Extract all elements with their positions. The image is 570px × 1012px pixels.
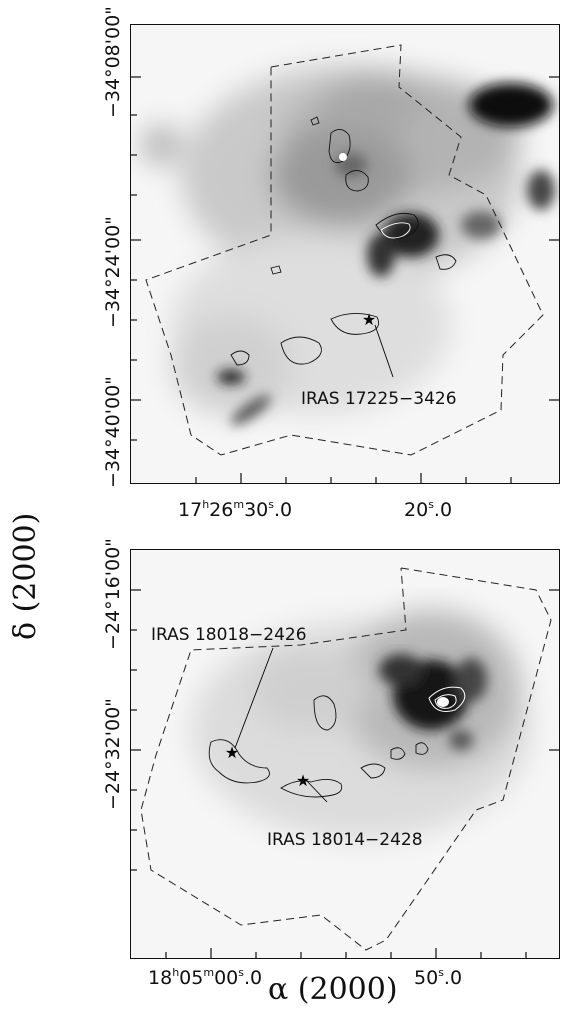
x-axis-title: α (2000): [268, 972, 398, 1007]
svg-text:★: ★: [296, 771, 310, 790]
top-xtick-2: 20s.0: [404, 498, 453, 521]
svg-text:★: ★: [362, 310, 376, 329]
top-panel-map: ★: [131, 44, 559, 483]
bottom-ytick-1: −24°16'00": [102, 538, 124, 650]
bottom-panel-image: ★ ★ IRAS 18018−2426 IRAS 18014−2428: [130, 549, 560, 959]
iras-18014-label: IRAS 18014−2428: [267, 830, 423, 850]
bottom-xtick-1: 18h05m00s.0: [148, 966, 263, 989]
bottom-ytick-2: −24°32'00": [102, 698, 124, 810]
top-ytick-1: −34°08'00": [102, 6, 124, 118]
bottom-xtick-2: 50s.0: [414, 966, 463, 989]
iras-18018-label: IRAS 18018−2426: [151, 625, 307, 645]
top-ytick-3: −34°40'00": [102, 376, 124, 488]
y-axis-title: δ (2000): [8, 512, 43, 640]
top-panel-image: ★ IRAS 17225−3426: [130, 24, 560, 484]
bottom-panel-map: ★ ★: [131, 567, 559, 958]
iras-17225-label: IRAS 17225−3426: [301, 389, 457, 409]
top-xtick-1: 17h26m30s.0: [178, 498, 293, 521]
svg-text:★: ★: [225, 743, 239, 762]
top-ytick-2: −34°24'00": [102, 216, 124, 328]
